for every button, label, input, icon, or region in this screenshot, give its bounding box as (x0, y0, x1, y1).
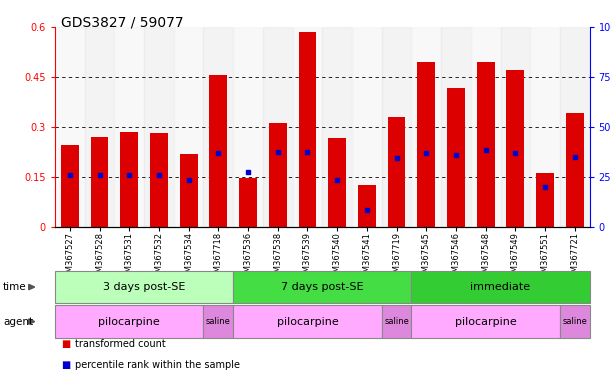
Bar (180, 154, 197, 227)
Bar (55, 27, 85, 227)
Text: pilocarpine: pilocarpine (277, 316, 338, 327)
Text: 3 days post-SE: 3 days post-SE (103, 282, 185, 292)
Bar (566, 113, 584, 227)
Text: saline: saline (384, 317, 409, 326)
Text: immediate: immediate (470, 282, 530, 292)
Bar (328, 138, 346, 227)
Bar (61, 145, 79, 227)
Bar (560, 27, 590, 227)
Text: ■: ■ (61, 360, 70, 370)
Bar (441, 27, 471, 227)
Bar (358, 185, 376, 227)
Bar (447, 88, 465, 227)
Bar (114, 27, 144, 227)
Text: saline: saline (562, 317, 587, 326)
Bar (411, 27, 441, 227)
Bar (417, 62, 435, 227)
Bar (507, 70, 524, 227)
Bar (500, 27, 530, 227)
Bar (85, 27, 114, 227)
Bar (233, 27, 263, 227)
Bar (150, 133, 168, 227)
Text: transformed count: transformed count (75, 339, 166, 349)
Bar (144, 27, 174, 227)
Text: time: time (3, 282, 27, 292)
Bar (90, 137, 109, 227)
Bar (536, 173, 554, 227)
Text: GDS3827 / 59077: GDS3827 / 59077 (61, 15, 184, 29)
Bar (382, 27, 411, 227)
Bar (120, 132, 138, 227)
Bar (263, 27, 293, 227)
Bar (210, 75, 227, 227)
Bar (174, 27, 203, 227)
Bar (323, 27, 352, 227)
Bar (269, 123, 287, 227)
Text: 7 days post-SE: 7 days post-SE (281, 282, 364, 292)
Text: ■: ■ (61, 339, 70, 349)
Text: saline: saline (206, 317, 231, 326)
Text: percentile rank within the sample: percentile rank within the sample (75, 360, 240, 370)
Bar (530, 27, 560, 227)
Bar (477, 62, 494, 227)
Bar (299, 32, 316, 227)
Bar (293, 27, 323, 227)
Text: agent: agent (3, 316, 33, 327)
Text: pilocarpine: pilocarpine (455, 316, 516, 327)
Bar (239, 178, 257, 227)
Bar (203, 27, 233, 227)
Bar (387, 117, 406, 227)
Bar (471, 27, 500, 227)
Text: pilocarpine: pilocarpine (98, 316, 160, 327)
Bar (352, 27, 382, 227)
